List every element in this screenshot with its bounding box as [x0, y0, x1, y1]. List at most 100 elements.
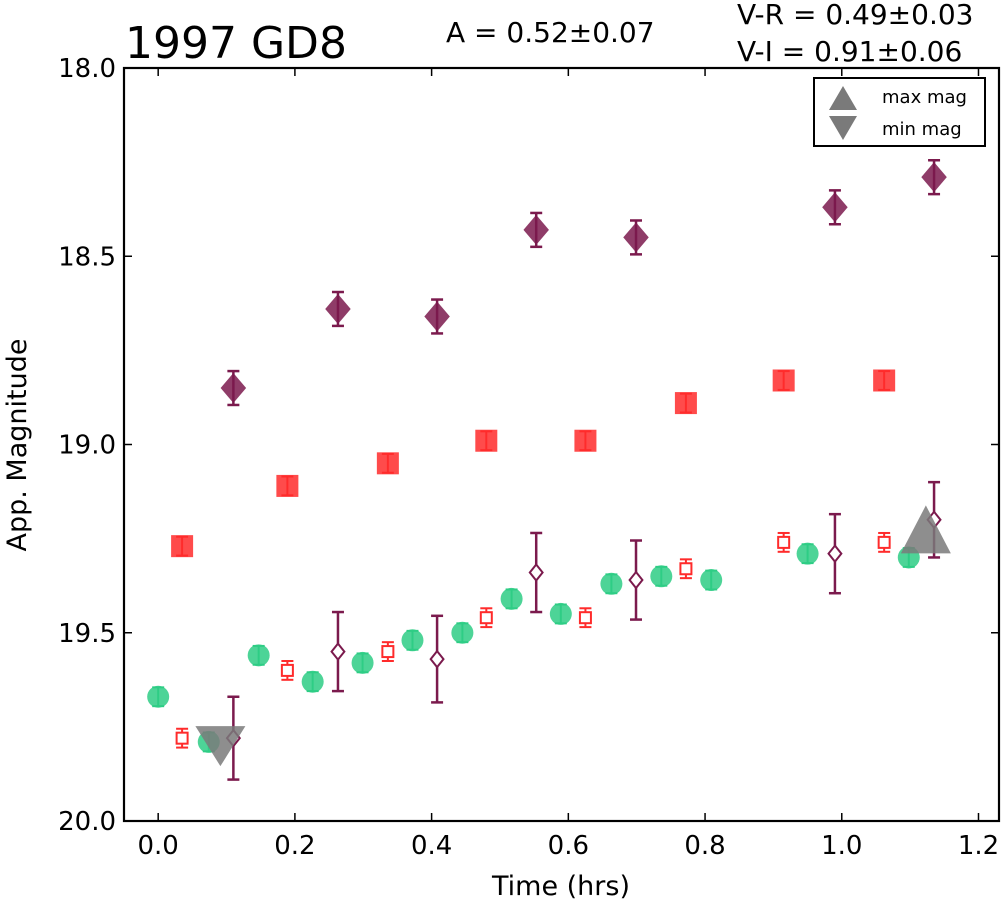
data-point-circle-filled — [549, 602, 572, 625]
legend-min-mag-marker — [829, 116, 857, 140]
square-marker — [276, 474, 299, 497]
circle-marker — [401, 629, 424, 652]
v-i-annotation: V-I = 0.91±0.06 — [737, 35, 962, 68]
x-tick-label: 0.8 — [684, 831, 725, 861]
square-marker — [475, 429, 498, 452]
diamond-marker — [822, 192, 848, 223]
y-tick-label: 18.5 — [58, 242, 116, 272]
data-point-square-filled — [574, 429, 597, 452]
data-point-circle-filled — [401, 629, 424, 652]
data-point-square-filled — [772, 369, 795, 392]
data-point-square-open — [280, 659, 294, 681]
data-point-square-filled — [276, 474, 299, 497]
data-point-square-filled — [873, 369, 896, 392]
max-mag-marker — [900, 505, 951, 554]
data-point-circle-filled — [301, 670, 324, 693]
circle-marker — [796, 542, 819, 565]
legend-max-mag-marker — [829, 86, 857, 110]
open-square-marker — [280, 663, 294, 677]
diamond-marker — [220, 373, 247, 404]
square-marker — [674, 392, 697, 415]
x-tick-label: 1.0 — [821, 831, 862, 861]
y-tick-label: 20.0 — [58, 807, 116, 837]
data-point-square-open — [679, 558, 693, 580]
data-point-square-filled — [475, 429, 498, 452]
circle-marker — [650, 565, 673, 588]
square-marker — [772, 369, 795, 392]
data-point-diamond-filled — [424, 298, 450, 335]
data-point-diamond-filled — [623, 219, 649, 256]
diamond-marker — [325, 293, 351, 324]
data-point-square-open — [777, 531, 791, 553]
data-marks — [147, 158, 951, 781]
data-point-circle-filled — [147, 685, 170, 708]
data-point-triangle-up-filled — [900, 505, 951, 554]
open-diamond-marker — [628, 570, 644, 590]
data-point-diamond-filled — [822, 189, 848, 226]
data-point-square-open — [175, 727, 189, 749]
x-tick-label: 0.4 — [411, 831, 452, 861]
data-point-circle-filled — [351, 651, 374, 674]
open-diamond-marker — [330, 641, 346, 662]
square-marker — [873, 369, 896, 392]
open-diamond-marker — [827, 544, 843, 564]
data-point-diamond-filled — [523, 211, 549, 249]
data-point-circle-filled — [500, 587, 523, 610]
open-diamond-marker — [528, 562, 544, 583]
circle-marker — [451, 621, 474, 644]
data-point-diamond-open — [429, 614, 445, 704]
x-tick-label: 0.2 — [274, 831, 315, 861]
x-tick-label: 0.6 — [548, 831, 589, 861]
circle-marker — [700, 569, 723, 592]
x-tick-label: 0.0 — [138, 831, 179, 861]
data-point-diamond-filled — [325, 290, 351, 328]
circle-marker — [147, 685, 170, 708]
data-point-diamond-open — [528, 531, 544, 614]
diamond-marker — [523, 214, 549, 245]
data-point-circle-filled — [600, 572, 623, 595]
legend-min-mag-label: min mag — [882, 119, 962, 140]
square-marker — [574, 429, 597, 452]
open-square-marker — [479, 611, 493, 625]
circle-marker — [500, 587, 523, 610]
legend: max mag min mag — [813, 77, 986, 147]
open-square-marker — [175, 731, 189, 745]
data-point-diamond-filled — [220, 369, 247, 407]
circle-marker — [301, 670, 324, 693]
data-point-square-filled — [376, 452, 399, 475]
y-tick-label: 19.0 — [58, 431, 116, 461]
diamond-marker — [424, 301, 450, 332]
square-marker — [171, 535, 194, 558]
x-tick-label: 1.2 — [958, 831, 999, 861]
circle-marker — [549, 602, 572, 625]
x-axis-label: Time (hrs) — [491, 871, 630, 902]
circle-marker — [351, 651, 374, 674]
data-point-square-open — [381, 641, 395, 662]
data-point-square-open — [479, 607, 493, 629]
data-point-square-open — [877, 531, 891, 553]
square-marker — [376, 452, 399, 475]
chart-title: 1997 GD8 — [125, 18, 347, 69]
diamond-marker — [623, 222, 649, 253]
open-square-marker — [877, 535, 891, 549]
y-tick-label: 19.5 — [58, 619, 116, 649]
diamond-marker — [921, 162, 947, 193]
data-point-circle-filled — [650, 565, 673, 588]
open-square-marker — [679, 562, 693, 576]
data-point-diamond-filled — [921, 158, 947, 196]
data-point-square-open — [578, 607, 592, 629]
min-mag-marker — [195, 726, 246, 767]
data-point-square-filled — [674, 392, 697, 415]
amplitude-annotation: A = 0.52±0.07 — [446, 16, 655, 49]
v-r-annotation: V-R = 0.49±0.03 — [737, 0, 973, 31]
data-point-diamond-open — [827, 512, 843, 595]
open-square-marker — [381, 645, 395, 659]
data-point-diamond-open — [628, 539, 644, 621]
axis-ticks: 0.0 0.2 0.4 0.6 0.8 1.0 1.2 18.0 18.5 19.0 19.5 20.… — [58, 54, 999, 861]
circle-marker — [247, 644, 270, 667]
data-point-diamond-open — [330, 610, 346, 693]
y-tick-label: 18.0 — [58, 54, 116, 84]
data-point-triangle-down-filled — [195, 726, 246, 767]
open-square-marker — [578, 611, 592, 625]
data-point-circle-filled — [451, 621, 474, 644]
